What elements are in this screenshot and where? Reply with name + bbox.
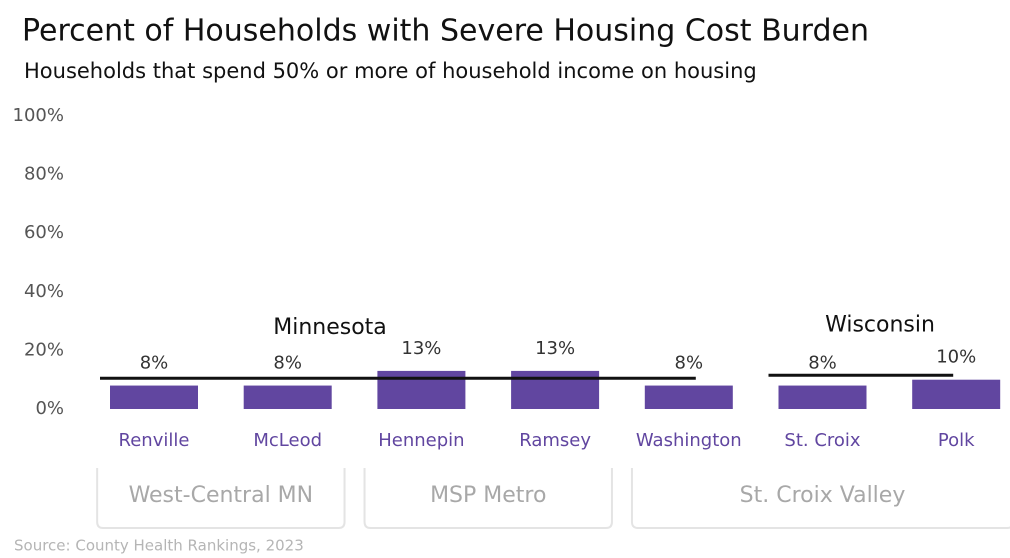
value-label: 13% (401, 338, 441, 359)
bar (377, 370, 466, 409)
bar (243, 385, 332, 409)
x-tick-label: Ramsey (519, 430, 591, 451)
group-label: MSP Metro (430, 483, 546, 508)
y-tick-label: 0% (35, 398, 64, 419)
value-label: 10% (936, 347, 976, 368)
value-label: 8% (273, 353, 302, 374)
bar (912, 379, 1001, 409)
y-tick-label: 100% (13, 105, 64, 126)
group-label: West-Central MN (129, 483, 314, 508)
y-tick-label: 20% (24, 339, 64, 360)
y-tick-label: 80% (24, 164, 64, 185)
reference-label: Minnesota (273, 315, 387, 340)
x-tick-label: Hennepin (378, 430, 464, 451)
x-tick-label: Washington (636, 430, 742, 451)
bar (110, 385, 198, 409)
chart-subtitle: Households that spend 50% or more of hou… (24, 59, 757, 83)
bar (644, 385, 733, 409)
x-tick-label: McLeod (253, 430, 322, 451)
group-box (363, 468, 613, 529)
source: Source: County Health Rankings, 2023 (14, 537, 304, 555)
group-label: St. Croix Valley (740, 483, 906, 508)
x-tick-label: Renville (119, 430, 190, 451)
bar (778, 385, 867, 409)
group-box (630, 468, 1010, 529)
value-label: 13% (535, 338, 575, 359)
value-label: 8% (140, 353, 169, 374)
bar (511, 370, 600, 409)
value-label: 8% (808, 353, 837, 374)
y-tick-label: 40% (24, 281, 64, 302)
value-label: 8% (675, 353, 704, 374)
chart-title: Percent of Households with Severe Housin… (22, 14, 869, 49)
x-tick-label: St. Croix (784, 430, 861, 451)
group-box (96, 468, 346, 529)
x-tick-label: Polk (938, 430, 975, 451)
reference-label: Wisconsin (825, 312, 935, 337)
y-tick-label: 60% (24, 222, 64, 243)
